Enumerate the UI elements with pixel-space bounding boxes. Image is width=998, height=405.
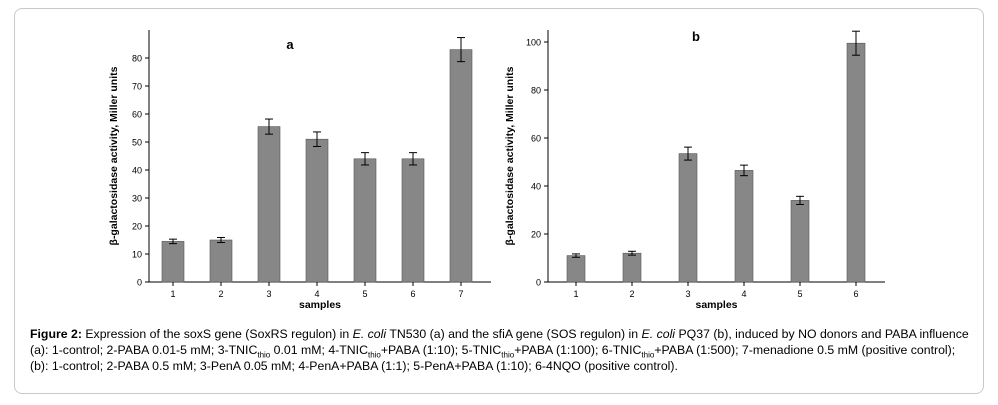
caption-text-4: 0.01 mM; 4-TNIC	[270, 343, 368, 357]
x-tick-label: 4	[741, 289, 746, 299]
x-axis-label: samples	[695, 299, 737, 311]
y-tick-label: 30	[132, 194, 142, 204]
y-axis-label: β-galactosidase activity, Miller units	[108, 66, 120, 245]
x-tick-label: 4	[314, 289, 319, 299]
caption-species-1: E. coli	[352, 327, 387, 341]
caption-text-7: +PABA (1:500); 7-menadione 0.5 mM (posit…	[30, 343, 956, 373]
y-tick-label: 20	[132, 222, 142, 232]
caption-species-2: E. coli	[641, 327, 676, 341]
x-tick-label: 2	[218, 289, 223, 299]
y-tick-label: 60	[132, 110, 142, 120]
bar	[846, 42, 866, 283]
x-tick-label: 1	[170, 289, 175, 299]
caption-text-6: +PABA (1:100); 6-TNIC	[514, 343, 642, 357]
figure-frame	[14, 8, 984, 394]
y-tick-label: 10	[132, 250, 142, 260]
caption-sub-2: thio	[367, 350, 381, 360]
y-tick-label: 80	[531, 86, 541, 96]
panel-label: a	[286, 37, 294, 52]
caption-text-1: Expression of the soxS gene (SoxRS regul…	[81, 327, 353, 341]
x-tick-label: 6	[853, 289, 858, 299]
y-tick-label: 40	[132, 166, 142, 176]
y-tick-label: 40	[531, 182, 541, 192]
figure-caption: Figure 2: Expression of the soxS gene (S…	[30, 326, 975, 374]
caption-sub-1: thio	[257, 350, 271, 360]
y-axis-label: β-galactosidase activity, Miller units	[504, 66, 516, 245]
caption-text-5: +PABA (1:10); 5-TNIC	[380, 343, 502, 357]
x-tick-label: 5	[362, 289, 367, 299]
y-tick-label: 80	[132, 54, 142, 64]
bar	[622, 252, 642, 283]
caption-text-2: TN530 (a) and the sfiA gene (SOS regulon…	[386, 327, 642, 341]
y-tick-label: 100	[526, 38, 541, 48]
bar	[734, 170, 754, 283]
caption-figure-label: Figure 2:	[30, 327, 82, 341]
x-tick-label: 6	[410, 289, 415, 299]
x-tick-label: 5	[797, 289, 802, 299]
panel-label: b	[692, 29, 700, 44]
caption-sub-3: thio	[501, 350, 515, 360]
bar	[790, 200, 810, 283]
caption-sub-4: thio	[641, 350, 655, 360]
y-tick-label: 0	[536, 278, 541, 288]
x-tick-label: 7	[458, 289, 463, 299]
x-tick-label: 3	[685, 289, 690, 299]
caption-text-3: PQ37 (b), induced by NO donors and PABA …	[30, 327, 969, 357]
x-tick-label: 2	[629, 289, 634, 299]
y-tick-label: 20	[531, 230, 541, 240]
x-axis-label: samples	[299, 299, 341, 311]
x-tick-label: 1	[573, 289, 578, 299]
y-tick-label: 60	[531, 134, 541, 144]
bar	[678, 153, 698, 283]
bar	[566, 255, 586, 283]
y-tick-label: 0	[137, 278, 142, 288]
y-tick-label: 50	[132, 138, 142, 148]
x-tick-label: 3	[266, 289, 271, 299]
y-tick-label: 70	[132, 82, 142, 92]
